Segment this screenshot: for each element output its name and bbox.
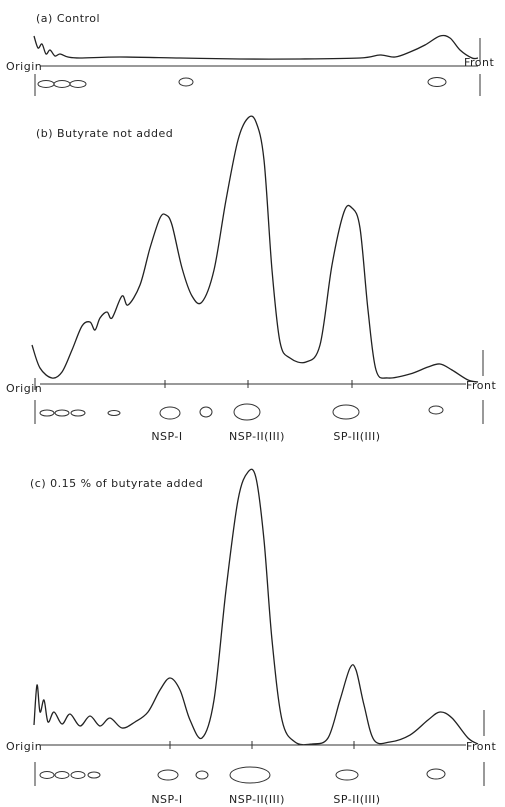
spot	[54, 81, 70, 88]
spot-label: NSP-I	[151, 430, 182, 443]
panel-a: (a) Control Origin Front	[6, 12, 495, 96]
spot	[429, 406, 443, 414]
spot	[336, 770, 358, 780]
spot-label: NSP-I	[151, 793, 182, 806]
spot	[70, 81, 86, 88]
spot	[55, 772, 69, 779]
origin-label: Origin	[6, 60, 42, 73]
spot	[108, 411, 120, 416]
spot-label: SP-II(III)	[333, 793, 380, 806]
spot-label: SP-II(III)	[333, 430, 380, 443]
spot	[38, 81, 54, 88]
spot	[40, 772, 54, 779]
spot	[196, 771, 208, 779]
spot	[230, 767, 270, 783]
spot	[428, 78, 446, 87]
panel-b: (b) Butyrate not added Origin Front NSP-…	[6, 116, 497, 443]
spot-label: NSP-II(III)	[229, 430, 285, 443]
spot	[158, 770, 178, 780]
panel-c: (c) 0.15 % of butyrate added Origin Fron…	[6, 469, 497, 806]
spot	[40, 410, 54, 416]
spot	[200, 407, 212, 417]
panel-label: (b) Butyrate not added	[36, 127, 173, 140]
panel-label: (c) 0.15 % of butyrate added	[30, 477, 203, 490]
front-label: Front	[466, 740, 497, 753]
spot	[179, 78, 193, 86]
spot	[333, 405, 359, 419]
origin-label: Origin	[6, 740, 42, 753]
spot	[55, 410, 69, 416]
trace	[34, 469, 478, 745]
origin-label: Origin	[6, 382, 42, 395]
spot-label: NSP-II(III)	[229, 793, 285, 806]
spot	[88, 772, 100, 778]
front-label: Front	[464, 56, 495, 69]
trace	[32, 116, 478, 382]
trace	[34, 35, 478, 59]
front-label: Front	[466, 379, 497, 392]
spot	[71, 410, 85, 416]
spot	[160, 407, 180, 419]
panel-label: (a) Control	[36, 12, 100, 25]
spot	[234, 404, 260, 420]
spot	[71, 772, 85, 779]
spot	[427, 769, 445, 779]
figure: (a) Control Origin Front (b) Butyrate no…	[0, 0, 505, 807]
